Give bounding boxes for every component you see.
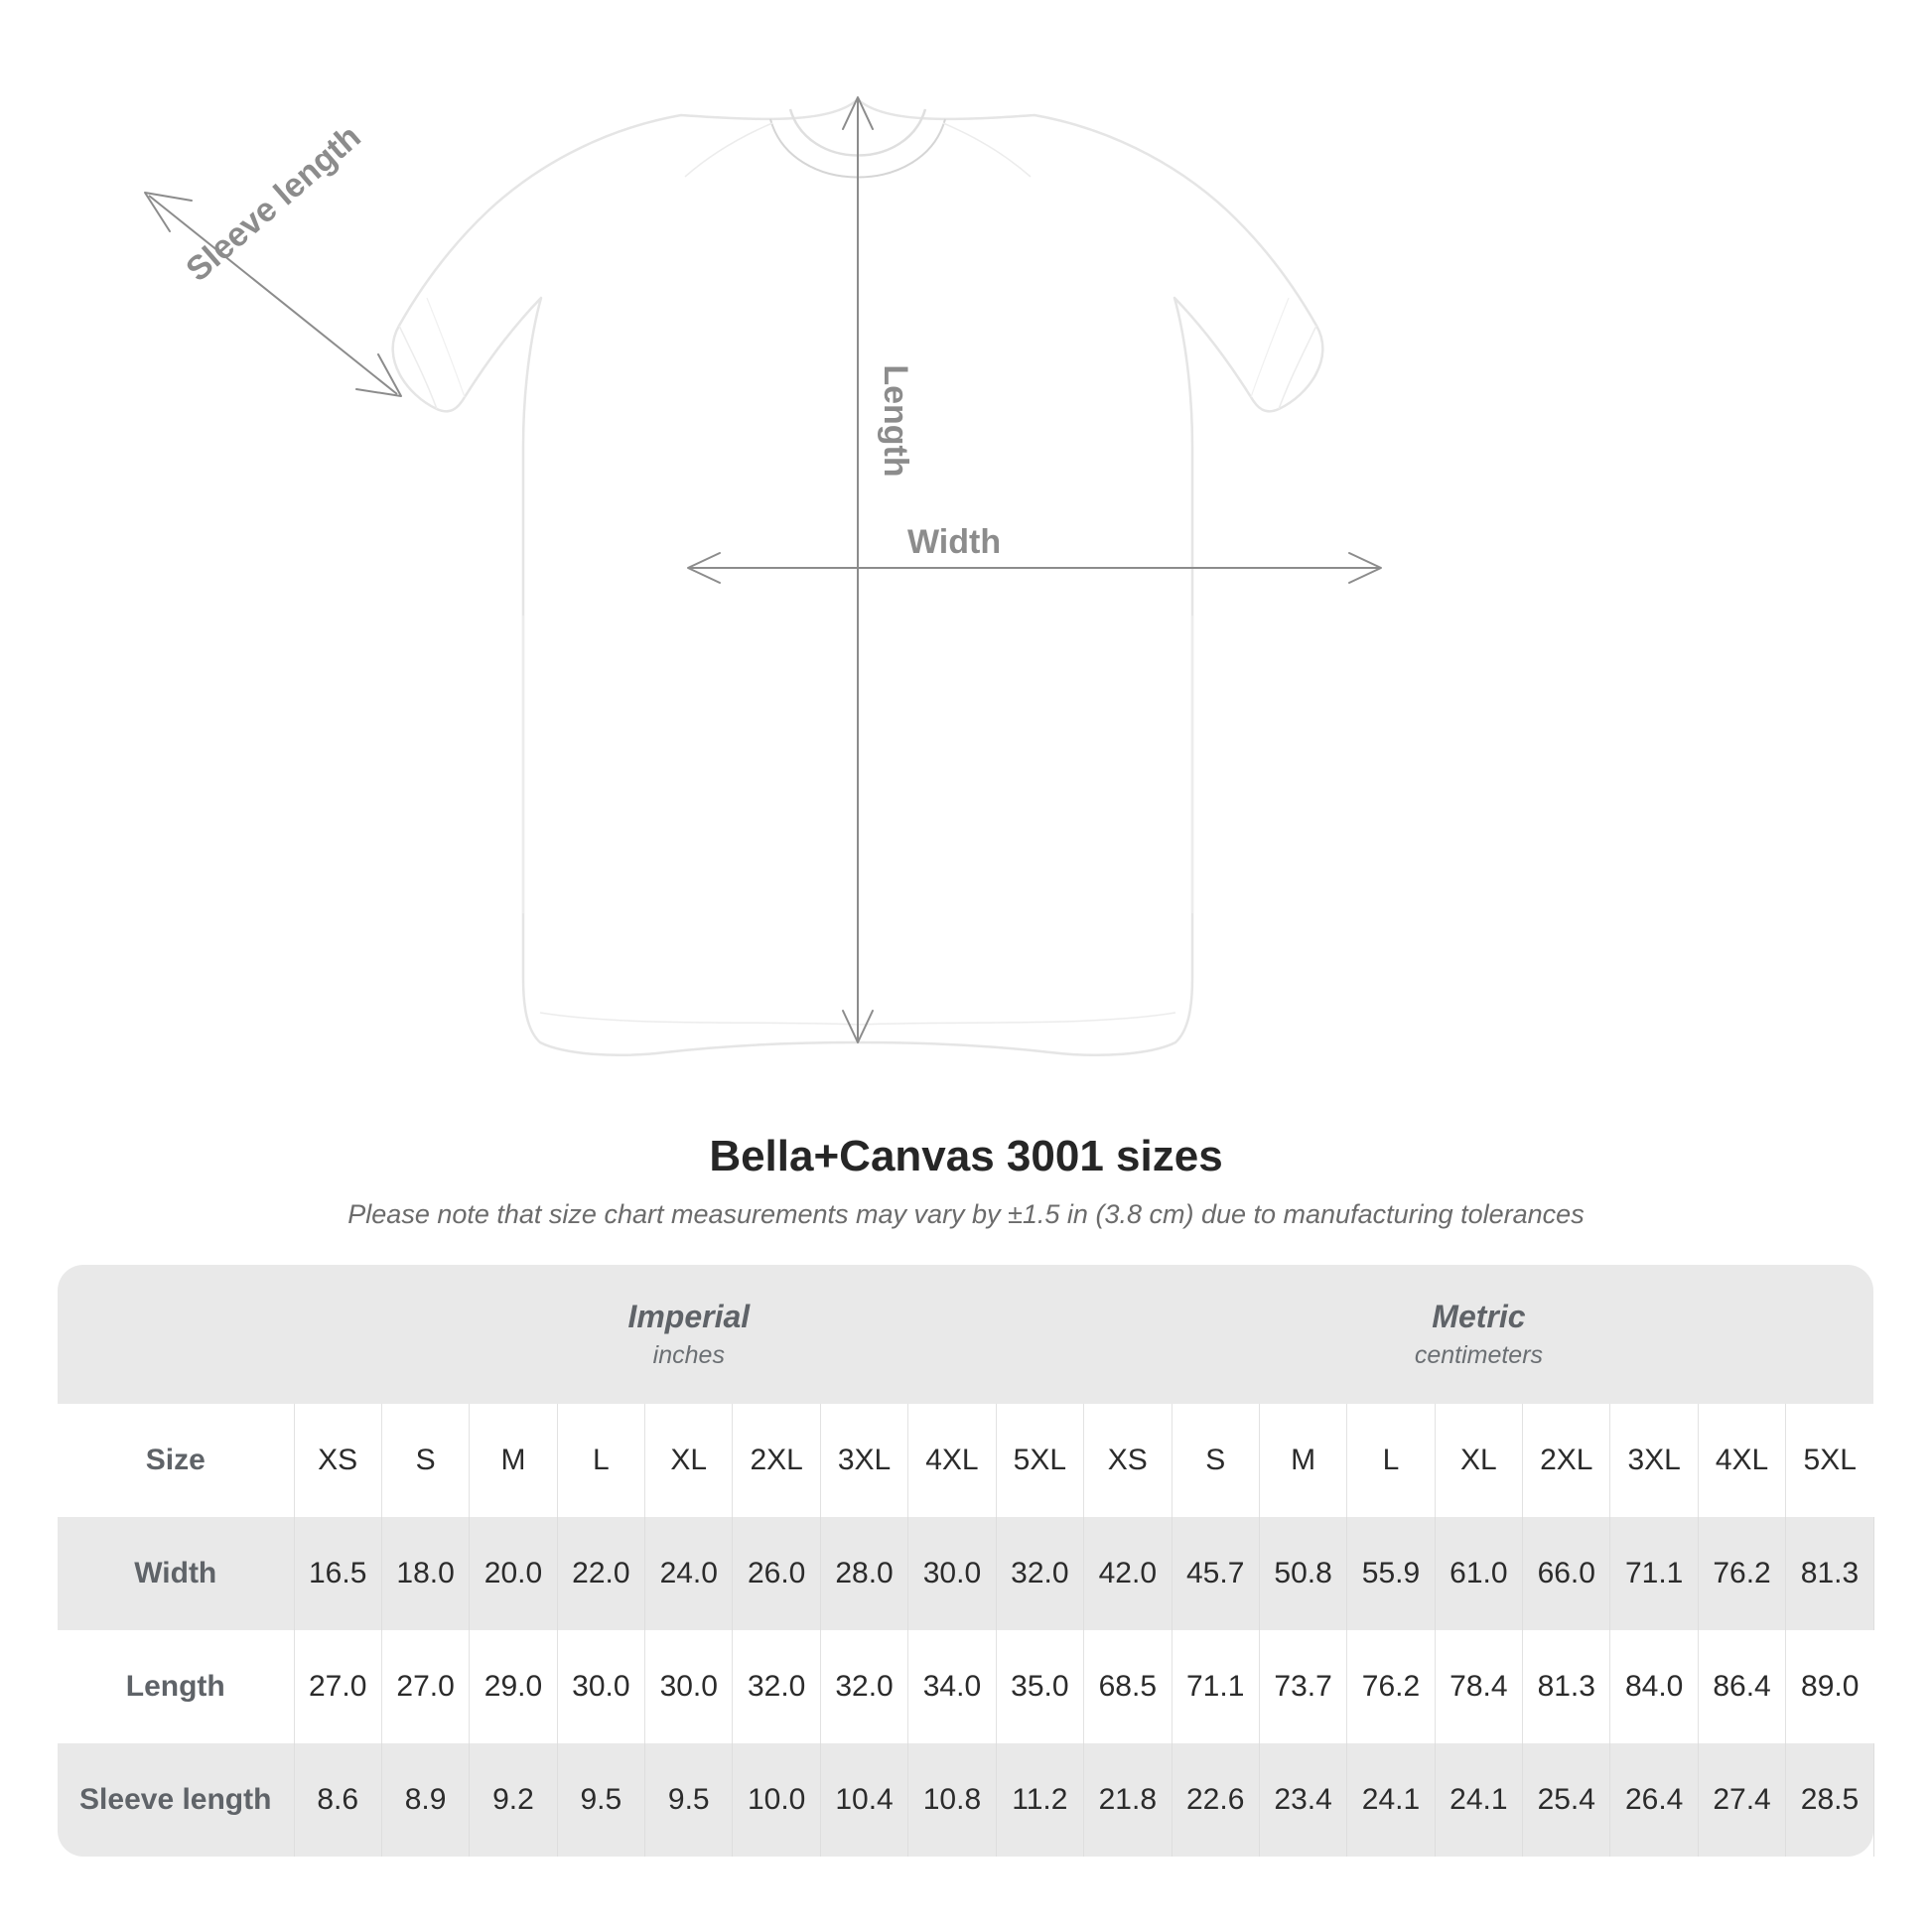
svg-text:Length: Length (877, 364, 914, 477)
svg-text:Width: Width (907, 523, 1001, 561)
svg-text:Sleeve length: Sleeve length (179, 118, 367, 289)
